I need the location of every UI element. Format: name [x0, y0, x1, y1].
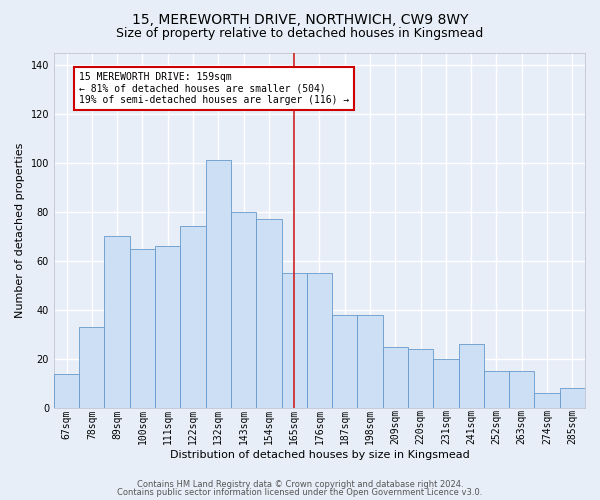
Bar: [383, 346, 408, 408]
Bar: [560, 388, 585, 408]
X-axis label: Distribution of detached houses by size in Kingsmead: Distribution of detached houses by size …: [170, 450, 469, 460]
Y-axis label: Number of detached properties: Number of detached properties: [15, 142, 25, 318]
Bar: [130, 248, 155, 408]
Bar: [79, 327, 104, 408]
Bar: [307, 273, 332, 408]
Bar: [206, 160, 231, 408]
Bar: [256, 219, 281, 408]
Bar: [535, 393, 560, 408]
Bar: [509, 371, 535, 408]
Bar: [104, 236, 130, 408]
Text: Contains HM Land Registry data © Crown copyright and database right 2024.: Contains HM Land Registry data © Crown c…: [137, 480, 463, 489]
Bar: [231, 212, 256, 408]
Bar: [54, 374, 79, 408]
Bar: [458, 344, 484, 408]
Text: Contains public sector information licensed under the Open Government Licence v3: Contains public sector information licen…: [118, 488, 482, 497]
Bar: [155, 246, 181, 408]
Bar: [484, 371, 509, 408]
Text: 15, MEREWORTH DRIVE, NORTHWICH, CW9 8WY: 15, MEREWORTH DRIVE, NORTHWICH, CW9 8WY: [132, 12, 468, 26]
Bar: [358, 314, 383, 408]
Text: 15 MEREWORTH DRIVE: 159sqm
← 81% of detached houses are smaller (504)
19% of sem: 15 MEREWORTH DRIVE: 159sqm ← 81% of deta…: [79, 72, 349, 106]
Bar: [332, 314, 358, 408]
Bar: [408, 349, 433, 408]
Text: Size of property relative to detached houses in Kingsmead: Size of property relative to detached ho…: [116, 28, 484, 40]
Bar: [181, 226, 206, 408]
Bar: [433, 359, 458, 408]
Bar: [281, 273, 307, 408]
